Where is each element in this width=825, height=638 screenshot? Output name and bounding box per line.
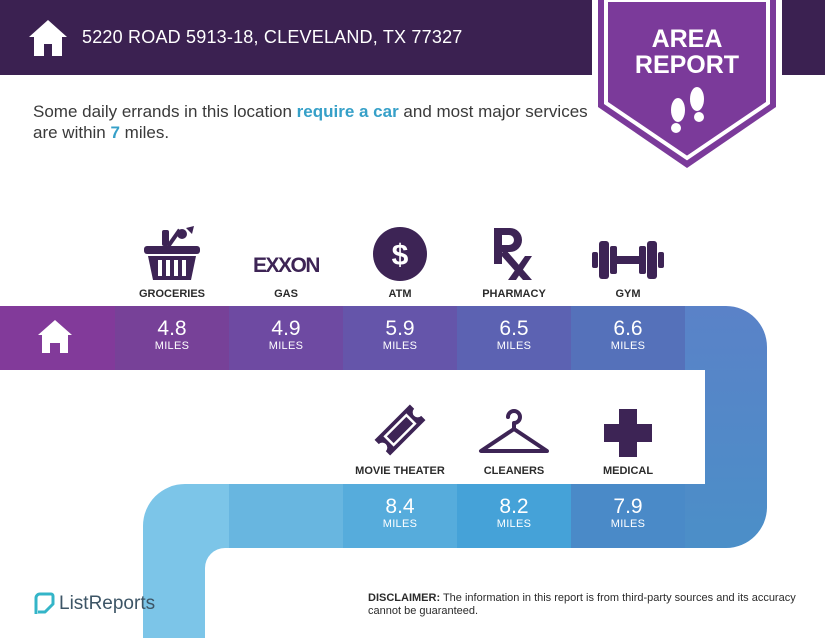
distance-gym: 6.6 MILES [610, 317, 646, 353]
badge-title: AREA REPORT [634, 25, 740, 79]
distance-atm: 5.9 MILES [382, 317, 418, 353]
hanger-icon [479, 409, 549, 453]
exxon-logo-icon: EXXON [253, 254, 319, 277]
category-pharmacy: PHARMACY [457, 222, 571, 300]
logo-text: ListReports [59, 593, 156, 614]
category-gym: GYM [571, 222, 685, 300]
category-gas: EXXON GAS [229, 222, 343, 300]
category-medical: MEDICAL [571, 399, 685, 477]
distance-groceries: 4.8 MILES [154, 317, 190, 353]
category-label: PHARMACY [482, 288, 546, 300]
grocery-basket-icon [144, 226, 200, 280]
category-cleaners: CLEANERS [457, 399, 571, 477]
svg-text:EXXON: EXXON [253, 254, 319, 277]
intro-text: Some daily errands in this location requ… [33, 102, 588, 142]
dollar-icon: $ [373, 227, 427, 281]
category-atm: $ ATM [343, 222, 457, 300]
ticket-icon [374, 404, 426, 456]
distance-pharmacy: 6.5 MILES [496, 317, 532, 353]
rx-icon [494, 228, 532, 280]
medical-cross-icon [604, 409, 652, 457]
listreports-logo-icon [34, 592, 55, 614]
listreports-logo[interactable]: ListReports [33, 592, 155, 616]
category-label: ATM [388, 288, 412, 300]
house-icon [29, 20, 67, 56]
category-label: CLEANERS [483, 465, 545, 477]
distance-medical: 7.9 MILES [610, 495, 646, 531]
dumbbell-icon [592, 241, 664, 279]
disclaimer: DISCLAIMER: The information in this repo… [368, 592, 796, 617]
category-label: MEDICAL [602, 465, 654, 477]
start-home-icon [38, 320, 72, 353]
category-label: GYM [615, 288, 641, 300]
distance-movie-theater: 8.4 MILES [382, 495, 418, 531]
distance-gas: 4.9 MILES [268, 317, 304, 353]
property-address: 5220 ROAD 5913-18, CLEVELAND, TX 77327 [82, 27, 463, 47]
svg-text:$: $ [392, 239, 409, 272]
category-label: GROCERIES [138, 288, 205, 300]
category-movie-theater: MOVIE THEATER [343, 399, 457, 477]
category-groceries: GROCERIES [115, 222, 229, 300]
area-report-badge [592, 0, 782, 175]
category-label: GAS [274, 288, 298, 300]
distance-cleaners: 8.2 MILES [496, 495, 532, 531]
category-label: MOVIE THEATER [355, 465, 445, 477]
footprints-icon [671, 87, 704, 133]
